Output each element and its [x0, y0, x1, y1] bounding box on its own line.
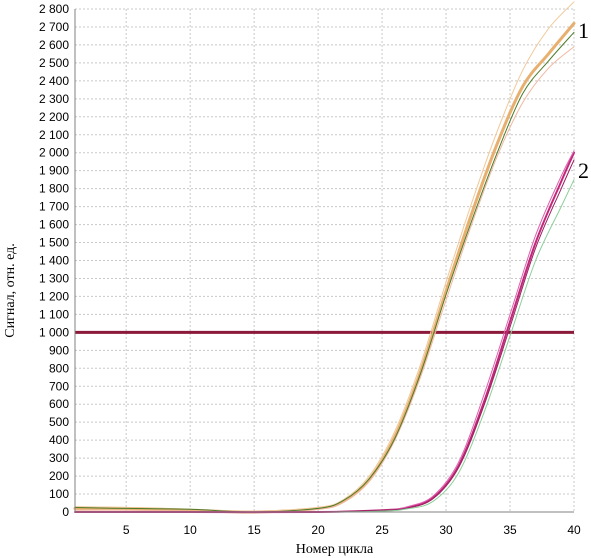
x-tick-label: 25: [375, 523, 389, 537]
labels: 0 100 200 300 400 500 600 700 800 900 1 000 1 100 1 …: [39, 2, 589, 537]
y-tick-label: 2 300: [39, 92, 69, 106]
y-tick-label: 500: [49, 415, 69, 429]
x-tick-label: 35: [503, 523, 517, 537]
y-tick-label: 1 200: [39, 289, 69, 303]
y-tick-label: 1 000: [39, 325, 69, 339]
y-tick-label: 400: [49, 433, 69, 447]
x-tick-label: 5: [123, 523, 130, 537]
x-tick-label: 20: [311, 523, 325, 537]
y-axis-title: Сигнал, отн. ед.: [3, 243, 18, 337]
y-tick-label: 1 800: [39, 182, 69, 196]
y-tick-label: 1 300: [39, 271, 69, 285]
series-curve-group-1-3: [74, 31, 575, 513]
x-tick-label: 15: [247, 523, 261, 537]
x-tick-label: 30: [439, 523, 453, 537]
y-tick-label: 2 600: [39, 38, 69, 52]
x-axis-title: Номер цикла: [296, 542, 374, 557]
y-tick-label: 2 200: [39, 110, 69, 124]
grid: [75, 8, 575, 513]
y-tick-label: 2 800: [39, 2, 69, 16]
curve-group-label-1: 1: [578, 18, 589, 43]
y-tick-label: 2 700: [39, 20, 69, 34]
y-tick-label: 200: [49, 469, 69, 483]
y-tick-label: 2 400: [39, 74, 69, 88]
y-tick-label: 100: [49, 487, 69, 501]
y-tick-label: 1 900: [39, 164, 69, 178]
y-tick-label: 1 100: [39, 307, 69, 321]
x-tick-label: 10: [183, 523, 197, 537]
y-tick-label: 1 400: [39, 254, 69, 268]
y-tick-label: 700: [49, 379, 69, 393]
y-tick-label: 0: [62, 505, 69, 519]
y-tick-label: 1 500: [39, 236, 69, 250]
x-tick-label: 40: [567, 523, 581, 537]
y-tick-label: 2 500: [39, 56, 69, 70]
y-tick-label: 600: [49, 397, 69, 411]
y-tick-label: 1 700: [39, 200, 69, 214]
curve-group-label-2: 2: [578, 158, 589, 183]
y-tick-label: 2 000: [39, 146, 69, 160]
y-tick-label: 800: [49, 361, 69, 375]
y-tick-label: 900: [49, 343, 69, 357]
y-tick-label: 300: [49, 451, 69, 465]
axes: [74, 9, 574, 513]
y-tick-label: 1 600: [39, 218, 69, 232]
y-tick-label: 2 100: [39, 128, 69, 142]
